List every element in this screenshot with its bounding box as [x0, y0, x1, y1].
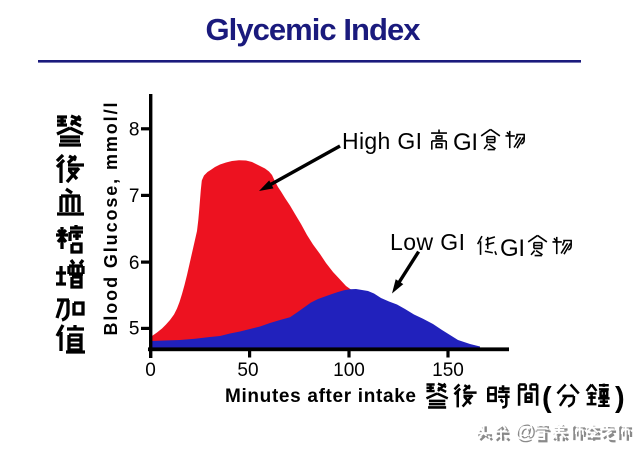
svg-text:Glycemic Index: Glycemic Index: [206, 12, 422, 47]
svg-text:8: 8: [129, 119, 140, 140]
svg-text:6: 6: [129, 253, 140, 274]
svg-text:): ): [615, 382, 625, 414]
svg-text:Blood Glucose, mmol/l: Blood Glucose, mmol/l: [101, 103, 121, 336]
svg-text:@: @: [514, 420, 534, 442]
svg-text:@: @: [516, 422, 536, 444]
svg-text:Low GI: Low GI: [390, 229, 465, 255]
svg-text:0: 0: [145, 360, 156, 381]
svg-text:Minutes after intake: Minutes after intake: [225, 386, 416, 407]
svg-text:GI: GI: [453, 129, 478, 156]
svg-text:GI: GI: [500, 235, 525, 262]
svg-text:(: (: [542, 382, 552, 414]
svg-text:5: 5: [129, 318, 140, 339]
svg-text:7: 7: [129, 186, 140, 207]
svg-text:150: 150: [432, 360, 464, 381]
svg-text:High GI: High GI: [342, 128, 422, 154]
svg-text:50: 50: [237, 360, 258, 381]
svg-text:100: 100: [333, 360, 365, 381]
